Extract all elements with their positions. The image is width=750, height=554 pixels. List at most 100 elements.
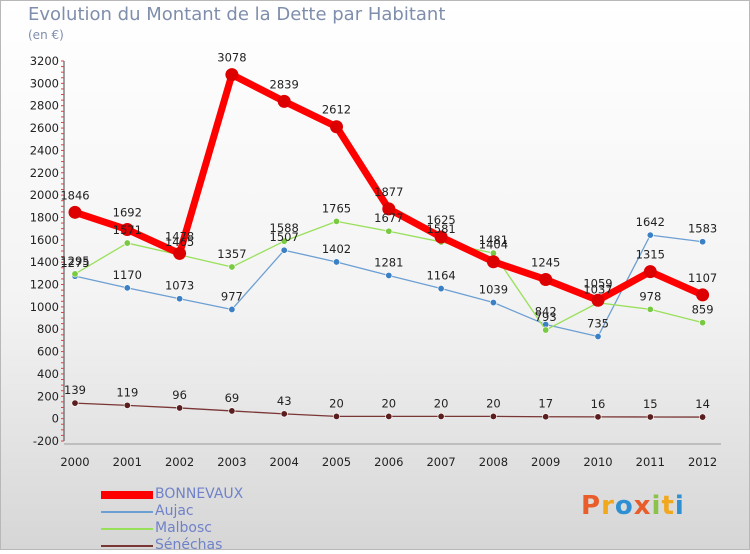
x-tick-label: 2005: [322, 455, 351, 469]
data-label: 20: [381, 396, 396, 410]
y-tick-label: 600: [37, 345, 59, 359]
chart-axes: -200 0 200 400 600 800 1000 1200 1400 1600 1800 200…: [30, 54, 721, 469]
data-label: 20: [329, 396, 344, 410]
data-label: 1357: [217, 247, 246, 261]
data-label: 1692: [113, 206, 142, 220]
y-tick-label: 1800: [30, 210, 59, 224]
data-label: 1571: [113, 223, 142, 237]
y-tick-label: 3200: [30, 54, 59, 68]
data-point: [277, 94, 291, 108]
data-label: 119: [116, 385, 138, 399]
data-label: 20: [434, 396, 449, 410]
data-point: [228, 263, 236, 271]
logo-letter: i: [651, 491, 662, 521]
data-label: 1402: [322, 242, 351, 256]
y-tick-label: 2800: [30, 99, 59, 113]
data-label: 14: [695, 397, 710, 411]
data-labels: 1846 1692 1478 3078 2839 2612 1877 1625 1404 1245…: [60, 51, 717, 411]
legend-label: Aujac: [155, 503, 194, 519]
data-point: [332, 217, 340, 225]
legend-swatch: [101, 545, 153, 547]
data-label: 842: [535, 305, 557, 319]
y-tick-label: 0: [52, 412, 59, 426]
data-label: 16: [591, 397, 606, 411]
data-point: [646, 231, 654, 239]
logo-letter: t: [661, 491, 675, 521]
data-label: 139: [64, 383, 86, 397]
data-label: 1037: [583, 283, 612, 297]
data-label: 1039: [479, 283, 508, 297]
data-point: [68, 205, 82, 219]
data-label: 1107: [688, 271, 717, 285]
data-point: [542, 326, 550, 334]
x-tick-label: 2011: [636, 455, 665, 469]
data-point: [225, 68, 239, 82]
legend-swatch: [101, 491, 153, 499]
x-tick-label: 2008: [479, 455, 508, 469]
data-point: [699, 319, 707, 327]
legend-label: Sénéchas: [155, 537, 223, 553]
data-label: 1295: [60, 254, 89, 268]
legend-swatch: [101, 528, 153, 530]
data-point: [228, 305, 236, 313]
data-label: 1073: [165, 279, 194, 293]
data-label: 2612: [322, 103, 351, 117]
data-label: 1625: [426, 213, 455, 227]
y-tick-label: -200: [33, 434, 59, 448]
data-label: 1846: [60, 188, 89, 202]
data-label: 978: [639, 289, 661, 303]
y-tick-label: 1000: [30, 300, 59, 314]
data-point: [385, 412, 393, 420]
data-point: [176, 295, 184, 303]
data-label: 2839: [270, 77, 299, 91]
y-tick-label: 800: [37, 322, 59, 336]
data-point: [539, 273, 553, 286]
data-point: [176, 404, 184, 412]
data-label: 1059: [583, 276, 612, 290]
data-label: 793: [535, 310, 557, 324]
data-point: [434, 230, 448, 244]
data-label: 1588: [270, 221, 299, 235]
legend-swatch: [101, 511, 153, 513]
data-label: 1765: [322, 201, 351, 215]
data-point: [123, 401, 131, 409]
data-point: [643, 265, 657, 279]
logo-letter: o: [614, 491, 634, 521]
data-point: [486, 255, 500, 269]
data-point: [228, 407, 236, 415]
data-point: [489, 412, 497, 420]
legend-label: BONNEVAUX: [155, 486, 244, 502]
data-label: 1281: [374, 255, 403, 269]
data-label: 20: [486, 396, 501, 410]
y-tick-label: 2200: [30, 166, 59, 180]
data-point: [646, 413, 654, 421]
x-tick-label: 2006: [374, 455, 403, 469]
logo-letter: i: [674, 491, 685, 521]
y-tick-label: 2000: [30, 188, 59, 202]
data-point: [699, 238, 707, 246]
data-label: 1877: [374, 185, 403, 199]
data-label: 1164: [426, 269, 455, 283]
y-tick-label: 1400: [30, 255, 59, 269]
y-tick-label: 1600: [30, 233, 59, 247]
data-label: 1677: [374, 211, 403, 225]
data-label: 859: [692, 303, 714, 317]
y-tick-label: 2400: [30, 143, 59, 157]
data-label: 69: [225, 391, 240, 405]
x-tick-label: 2012: [688, 455, 717, 469]
data-label: 1275: [60, 256, 89, 270]
data-label: 1583: [688, 222, 717, 236]
data-label: 96: [172, 388, 187, 402]
data-label: 977: [221, 289, 243, 303]
y-tick-label: 200: [37, 389, 59, 403]
y-tick-label: 1200: [30, 278, 59, 292]
data-point: [542, 413, 550, 421]
data-label: 1465: [165, 235, 194, 249]
x-tick-label: 2007: [426, 455, 455, 469]
data-label: 17: [538, 397, 553, 411]
x-tick-label: 2003: [217, 455, 246, 469]
data-label: 1404: [479, 238, 508, 252]
data-point: [437, 285, 445, 293]
